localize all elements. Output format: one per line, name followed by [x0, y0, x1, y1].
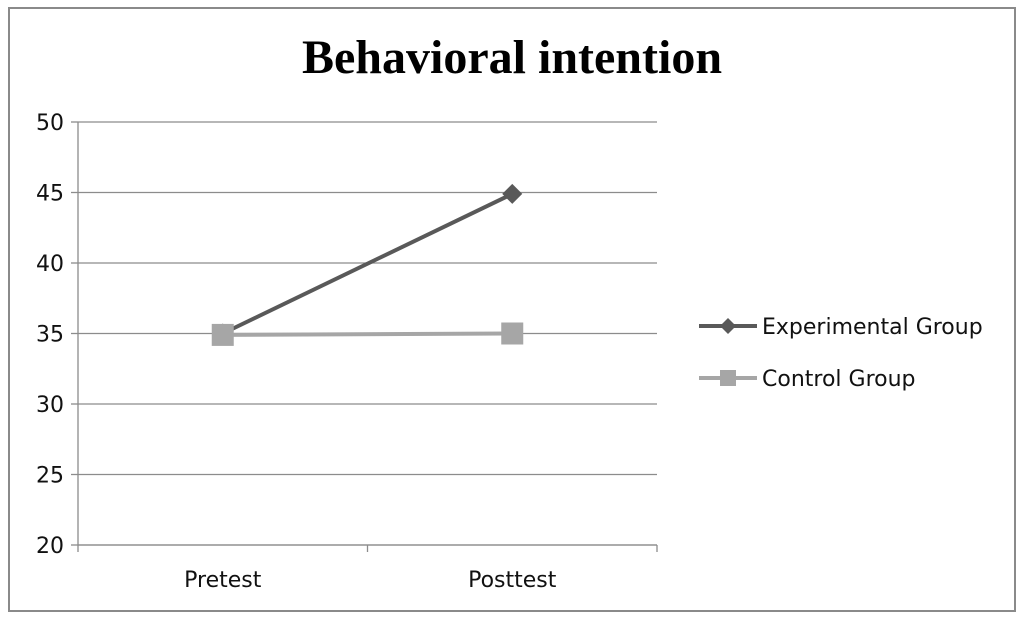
legend-marker: [720, 318, 736, 334]
legend-marker: [720, 370, 736, 386]
y-tick-label: 25: [36, 464, 64, 489]
chart-frame: [8, 7, 1016, 612]
y-tick-label: 30: [36, 393, 64, 418]
y-tick-label: 45: [36, 182, 64, 207]
x-tick-label: Posttest: [468, 568, 557, 593]
series-line-1: [222, 331, 513, 337]
y-tick-label: 50: [36, 111, 64, 136]
data-point: [502, 183, 523, 204]
legend-label: Experimental Group: [762, 315, 983, 340]
chart-title: Behavioral intention: [301, 31, 723, 84]
y-tick-label: 40: [36, 252, 64, 277]
data-point: [501, 322, 524, 345]
series-line-0: [221, 192, 514, 336]
y-tick-label: 35: [36, 323, 64, 348]
x-tick-label: Pretest: [184, 568, 262, 593]
legend-item: Control Group: [699, 367, 916, 392]
data-point: [211, 323, 234, 346]
legend-item: Experimental Group: [699, 315, 983, 340]
y-tick-label: 20: [36, 534, 64, 559]
legend-label: Control Group: [762, 367, 916, 392]
